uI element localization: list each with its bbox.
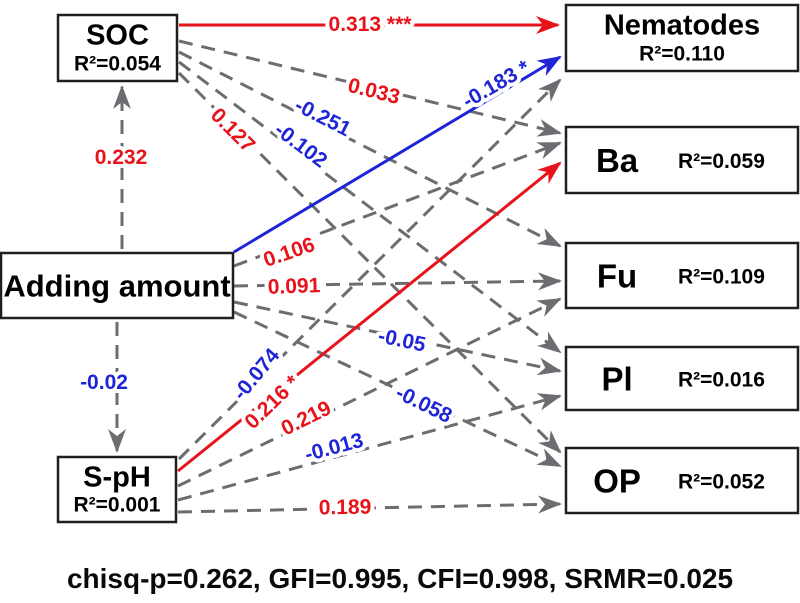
node-op: OP R²=0.052	[564, 446, 800, 515]
node-ba-label: Ba	[596, 142, 639, 179]
edge-soc-pl	[178, 60, 562, 354]
node-soc-r2: R²=0.054	[74, 52, 161, 75]
node-pl: Pl R²=0.016	[564, 345, 800, 412]
node-adding: Adding amount	[0, 251, 235, 320]
edge-sph-op	[177, 495, 562, 514]
node-nematodes-r2: R²=0.110	[639, 42, 725, 65]
edge-label-adding-pl: -0.05	[376, 324, 428, 357]
node-sph-r2: R²=0.001	[74, 494, 161, 517]
edge-label-soc-ba: 0.033	[346, 74, 403, 109]
edge-label-soc-nematodes: 0.313 ***	[329, 13, 413, 36]
node-fu-box	[564, 241, 800, 310]
node-ba-r2: R²=0.059	[678, 150, 765, 173]
node-ba: Ba R²=0.059	[564, 125, 800, 195]
node-sph-box	[56, 455, 178, 524]
node-op-r2: R²=0.052	[678, 471, 765, 494]
edge-adding-fu	[233, 272, 562, 291]
edge-label-adding-op: -0.058	[392, 381, 456, 428]
edge-soc-op	[177, 71, 562, 454]
node-sph-label: S-pH	[83, 461, 151, 493]
node-adding-box	[0, 251, 235, 320]
fit-statistics: chisq-p=0.262, GFI=0.995, CFI=0.998, SRM…	[66, 563, 734, 594]
edge-soc-ba	[178, 39, 562, 137]
edges	[108, 16, 562, 514]
edge-adding-ba	[233, 141, 562, 268]
node-op-label: OP	[593, 463, 641, 500]
node-nematodes-label: Nematodes	[604, 10, 760, 42]
node-op-box	[564, 446, 800, 515]
edge-label-soc-op: 0.127	[206, 104, 259, 157]
edge-sph-pl	[177, 393, 562, 502]
edge-sph-fu	[177, 297, 562, 488]
edge-label-sph-pl: -0.013	[302, 429, 365, 467]
edge-label-adding-fu: 0.091	[267, 274, 321, 299]
node-fu-r2: R²=0.109	[678, 266, 765, 289]
edge-label-adding-nematodes: -0.183 *	[459, 56, 535, 113]
edge-label-adding-sph: -0.02	[80, 371, 128, 394]
edge-sph-ba	[177, 161, 562, 473]
edge-sph-nematodes	[177, 78, 562, 461]
edge-label-sph-op: 0.189	[319, 496, 372, 520]
node-ba-box	[564, 125, 800, 195]
edge-adding-pl	[233, 300, 562, 376]
node-pl-box	[564, 345, 800, 412]
node-soc-box	[56, 13, 179, 83]
node-pl-label: Pl	[601, 361, 632, 398]
edge-adding-nematodes	[233, 55, 562, 254]
edge-adding-op	[233, 310, 562, 468]
node-adding-label: Adding amount	[3, 269, 230, 304]
node-nematodes-box	[564, 3, 800, 73]
node-pl-r2: R²=0.016	[678, 369, 765, 392]
edge-label-adding-ba: 0.106	[261, 233, 318, 272]
node-fu-label: Fu	[597, 258, 637, 295]
node-soc-label: SOC	[86, 20, 149, 52]
edge-label-adding-soc: 0.232	[95, 146, 148, 169]
node-fu: Fu R²=0.109	[564, 241, 800, 310]
